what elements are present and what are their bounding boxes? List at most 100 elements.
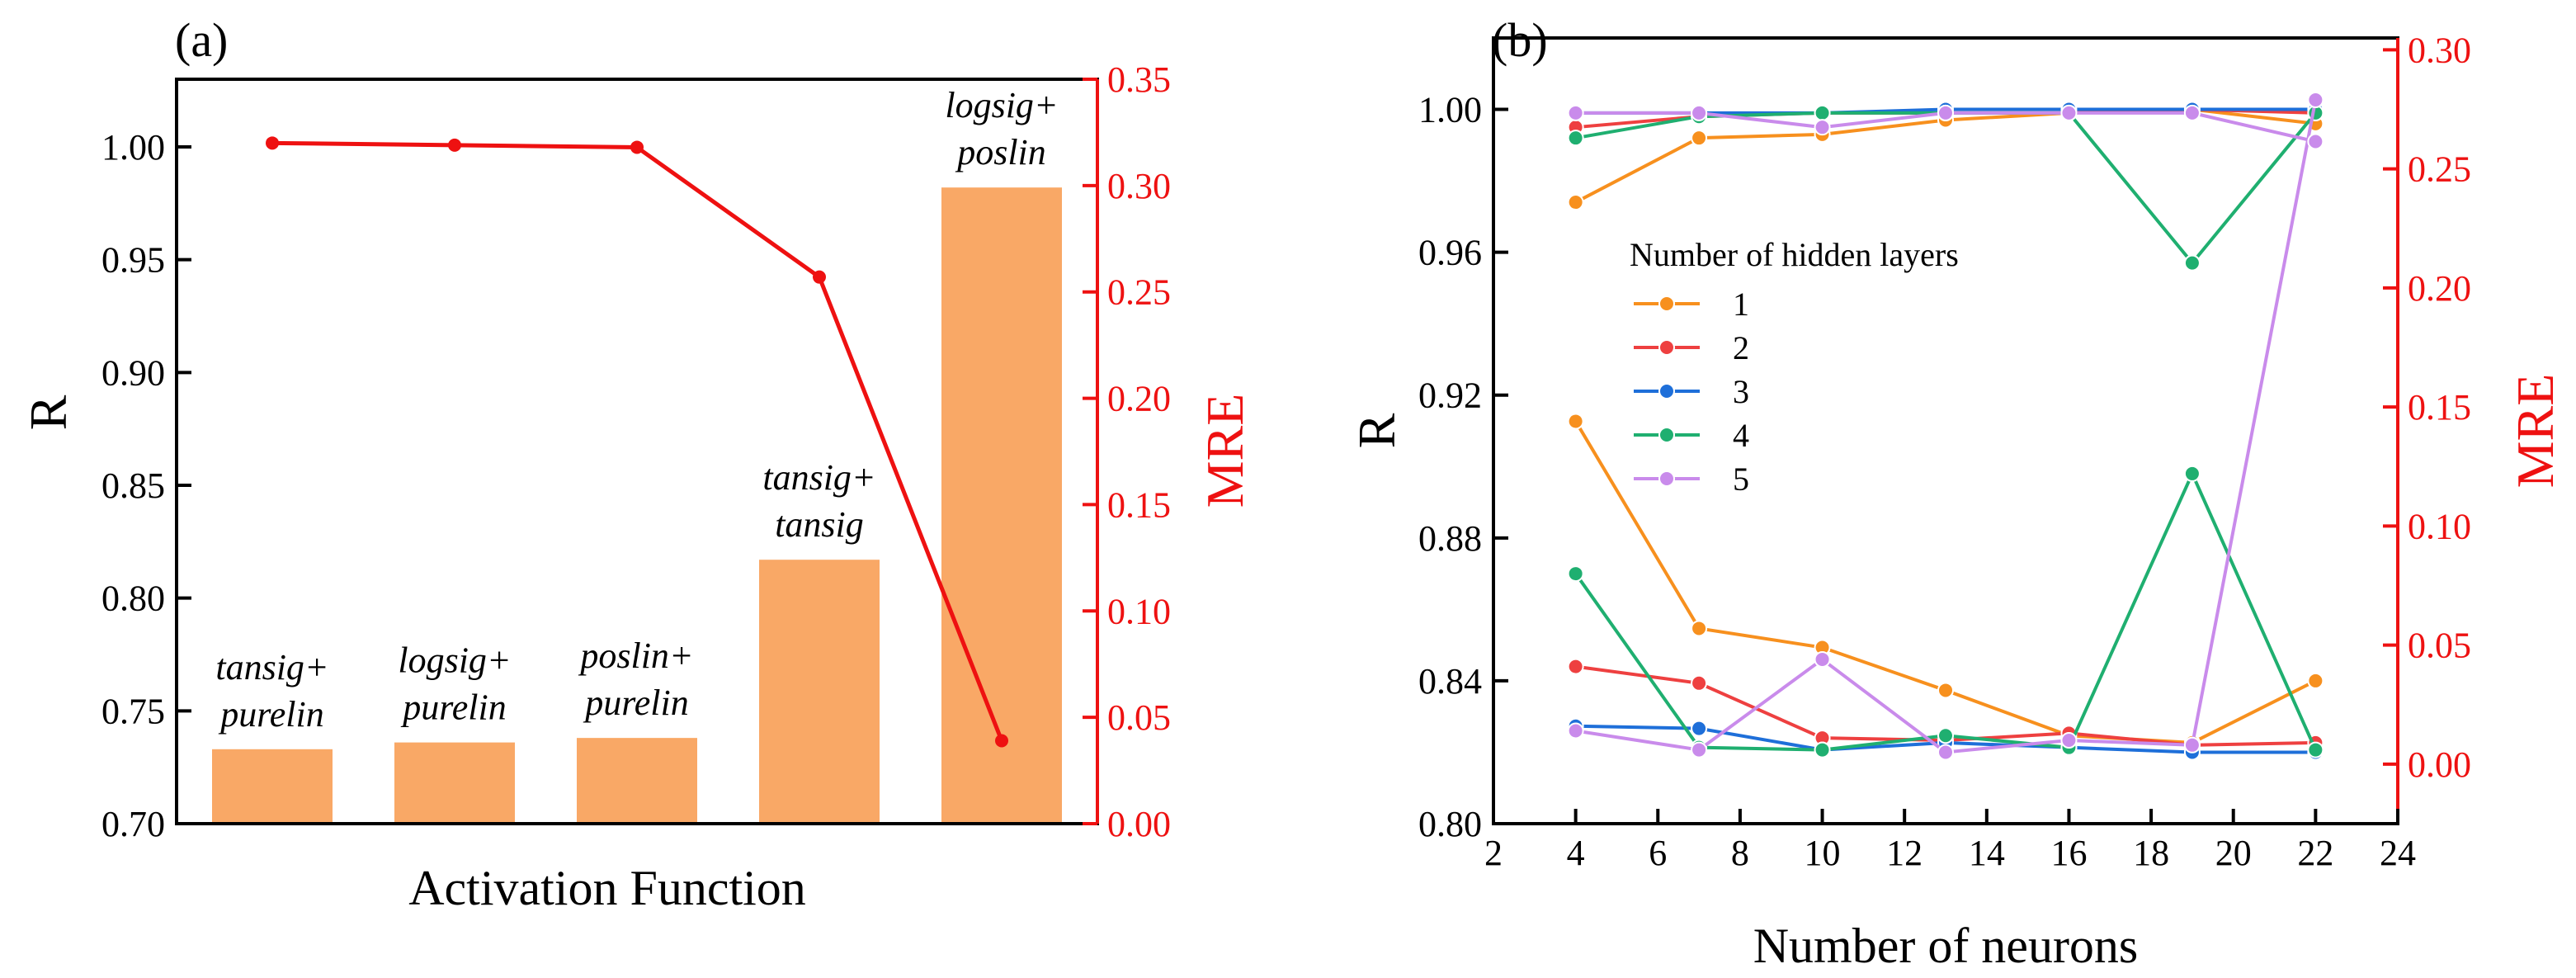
category-label-line2: purelin <box>218 694 323 735</box>
left-tick-label: 0.88 <box>1418 518 1482 559</box>
panel-b-left-ticks: 0.80 0.84 0.88 0.92 0.96 1.00 <box>1418 90 1508 844</box>
right-tick-label: 0.20 <box>2408 268 2471 309</box>
x-tick-label: 16 <box>2050 833 2087 873</box>
left-tick-label: 0.95 <box>101 240 165 281</box>
left-tick-label: 0.85 <box>101 465 165 506</box>
left-tick-label: 1.00 <box>1418 90 1482 130</box>
series-5-mre-point <box>2183 736 2201 754</box>
series-5-r-point <box>1567 104 1584 121</box>
series-5-r-point <box>1814 119 1831 136</box>
bar-2 <box>577 738 697 824</box>
panel-a-left-ticks: 0.70 0.75 0.80 0.85 0.90 0.95 1.00 <box>101 127 191 844</box>
right-tick-label: 0.05 <box>1107 697 1171 738</box>
left-tick-label: 0.75 <box>101 691 165 731</box>
x-tick-label: 22 <box>2297 833 2333 873</box>
bar-3 <box>759 560 880 824</box>
series-5-r-point <box>2307 133 2324 150</box>
right-tick-label: 0.25 <box>2408 149 2471 190</box>
left-tick-label: 0.96 <box>1418 233 1482 273</box>
series-3-mre-point <box>1691 720 1708 737</box>
panel-b-series <box>1567 92 2324 761</box>
x-tick-label: 4 <box>1567 833 1585 873</box>
panel-a-label: (a) <box>175 13 228 67</box>
panel-b-right-ticks: 0.00 0.05 0.10 0.15 0.20 0.25 0.30 <box>2383 30 2471 785</box>
category-label-line2: tansig <box>775 504 864 545</box>
left-tick-label: 0.80 <box>1418 804 1482 844</box>
left-tick-label: 0.90 <box>101 352 165 393</box>
series-5-mre-point <box>2060 732 2078 749</box>
series-4-r-point <box>1567 130 1584 147</box>
series-5-r-point <box>1937 104 1954 121</box>
x-tick-label: 8 <box>1731 833 1749 873</box>
bar-0 <box>212 749 333 824</box>
right-tick-label: 0.30 <box>1107 166 1171 206</box>
right-tick-label: 0.10 <box>1107 591 1171 631</box>
series-4-mre-point <box>2307 741 2324 758</box>
series-5-r-point <box>2060 104 2078 121</box>
series-1-r-point <box>1567 194 1584 211</box>
series-1-mre-point <box>1691 620 1708 637</box>
panel-b-x-title: Number of neurons <box>1753 919 2139 973</box>
category-label-line2: purelin <box>583 683 688 723</box>
right-tick-label: 0.10 <box>2408 506 2471 546</box>
series-1-mre-point <box>2307 672 2324 689</box>
series-1-r-point <box>1691 130 1708 147</box>
series-4-mre-line <box>1574 470 2318 752</box>
panel-a-y-title: R <box>19 395 78 430</box>
panel-a-bars <box>212 187 1062 824</box>
legend-swatch-marker <box>1658 339 1675 356</box>
legend-swatch-marker <box>1658 470 1675 487</box>
right-tick-label: 0.00 <box>2408 744 2471 785</box>
series-4-mre-point <box>2183 465 2201 482</box>
x-tick-label: 18 <box>2133 833 2169 873</box>
series-1-mre-point <box>1937 682 1954 699</box>
right-tick-label: 0.00 <box>1107 804 1171 844</box>
panel-a: (a) tansig+ purelin logsig+ purelin poslin+ p… <box>19 13 1254 915</box>
right-tick-label: 0.20 <box>1107 379 1171 419</box>
x-tick-label: 2 <box>1484 833 1503 873</box>
series-2-mre-point <box>1691 674 1708 692</box>
series-1-mre-point <box>1567 413 1584 430</box>
series-5-mre-point <box>1814 650 1831 668</box>
panel-b-x-ticks: 2 4 6 8 10 12 14 16 18 20 22 24 <box>1484 809 2416 873</box>
legend-entry-label: 4 <box>1733 417 1749 454</box>
category-label-line1: logsig+ <box>945 85 1058 125</box>
series-4-mre-point <box>1567 565 1584 583</box>
mre-point <box>995 734 1008 748</box>
legend-swatch-marker <box>1658 427 1675 443</box>
panel-b-legend: Number of hidden layers 1 2 3 4 5 <box>1630 236 1959 498</box>
series-4-mre-point <box>1937 727 1954 744</box>
series-5-r-point <box>2183 104 2201 121</box>
mre-point <box>266 136 279 150</box>
category-label-line2: poslin <box>955 132 1046 172</box>
left-tick-label: 1.00 <box>101 127 165 168</box>
legend-swatch-marker <box>1658 383 1675 399</box>
left-tick-label: 0.92 <box>1418 376 1482 416</box>
panel-a-mre-line <box>266 136 1008 748</box>
series-2-mre-point <box>1567 658 1584 675</box>
bar-1 <box>394 742 515 824</box>
panel-a-y2-title: MRE <box>1196 394 1254 508</box>
series-5-mre-point <box>1567 722 1584 739</box>
right-tick-label: 0.05 <box>2408 626 2471 666</box>
legend-title: Number of hidden layers <box>1630 236 1959 273</box>
legend-entry-label: 5 <box>1733 461 1749 498</box>
series-5-mre-point <box>1937 744 1954 761</box>
legend-entry-label: 3 <box>1733 373 1749 410</box>
x-tick-label: 12 <box>1886 833 1923 873</box>
right-tick-label: 0.30 <box>2408 30 2471 70</box>
right-tick-label: 0.35 <box>1107 59 1171 100</box>
panel-a-x-title: Activation Function <box>408 861 806 915</box>
mre-point <box>448 138 461 152</box>
legend-swatch-marker <box>1658 295 1675 312</box>
legend-entry-label: 2 <box>1733 329 1749 366</box>
category-label-line2: purelin <box>400 687 506 728</box>
panel-b-label: (b) <box>1492 13 1548 67</box>
series-4-mre-point <box>1814 741 1831 758</box>
category-label-line1: tansig+ <box>762 457 875 498</box>
x-tick-label: 14 <box>1969 833 2005 873</box>
panel-a-right-ticks: 0.00 0.05 0.10 0.15 0.20 0.25 0.30 0.35 <box>1083 59 1171 844</box>
mre-point <box>813 270 826 284</box>
category-label-line1: poslin+ <box>578 635 693 676</box>
